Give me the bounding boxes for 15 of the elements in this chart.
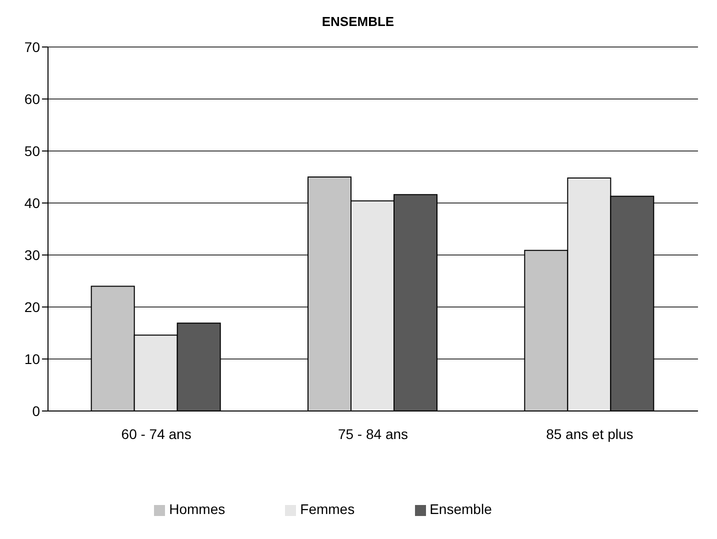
x-tick-label: 60 - 74 ans	[121, 426, 192, 442]
y-tick-label: 40	[24, 194, 40, 211]
legend-label: Femmes	[300, 501, 355, 517]
chart-title: ENSEMBLE	[320, 14, 396, 29]
y-tick-label: 30	[24, 246, 40, 263]
legend-label: Ensemble	[430, 501, 492, 517]
y-tick-label: 20	[24, 298, 40, 315]
legend-label: Hommes	[169, 501, 226, 517]
y-tick-label: 60	[24, 90, 40, 107]
y-tick-label: 10	[24, 350, 40, 367]
x-tick-label: 85 ans et plus	[546, 426, 634, 442]
y-tick-label: 50	[24, 142, 40, 159]
y-tick-label: 0	[32, 402, 40, 419]
x-tick-label: 75 - 84 ans	[338, 426, 408, 442]
y-tick-label: 70	[24, 38, 40, 55]
